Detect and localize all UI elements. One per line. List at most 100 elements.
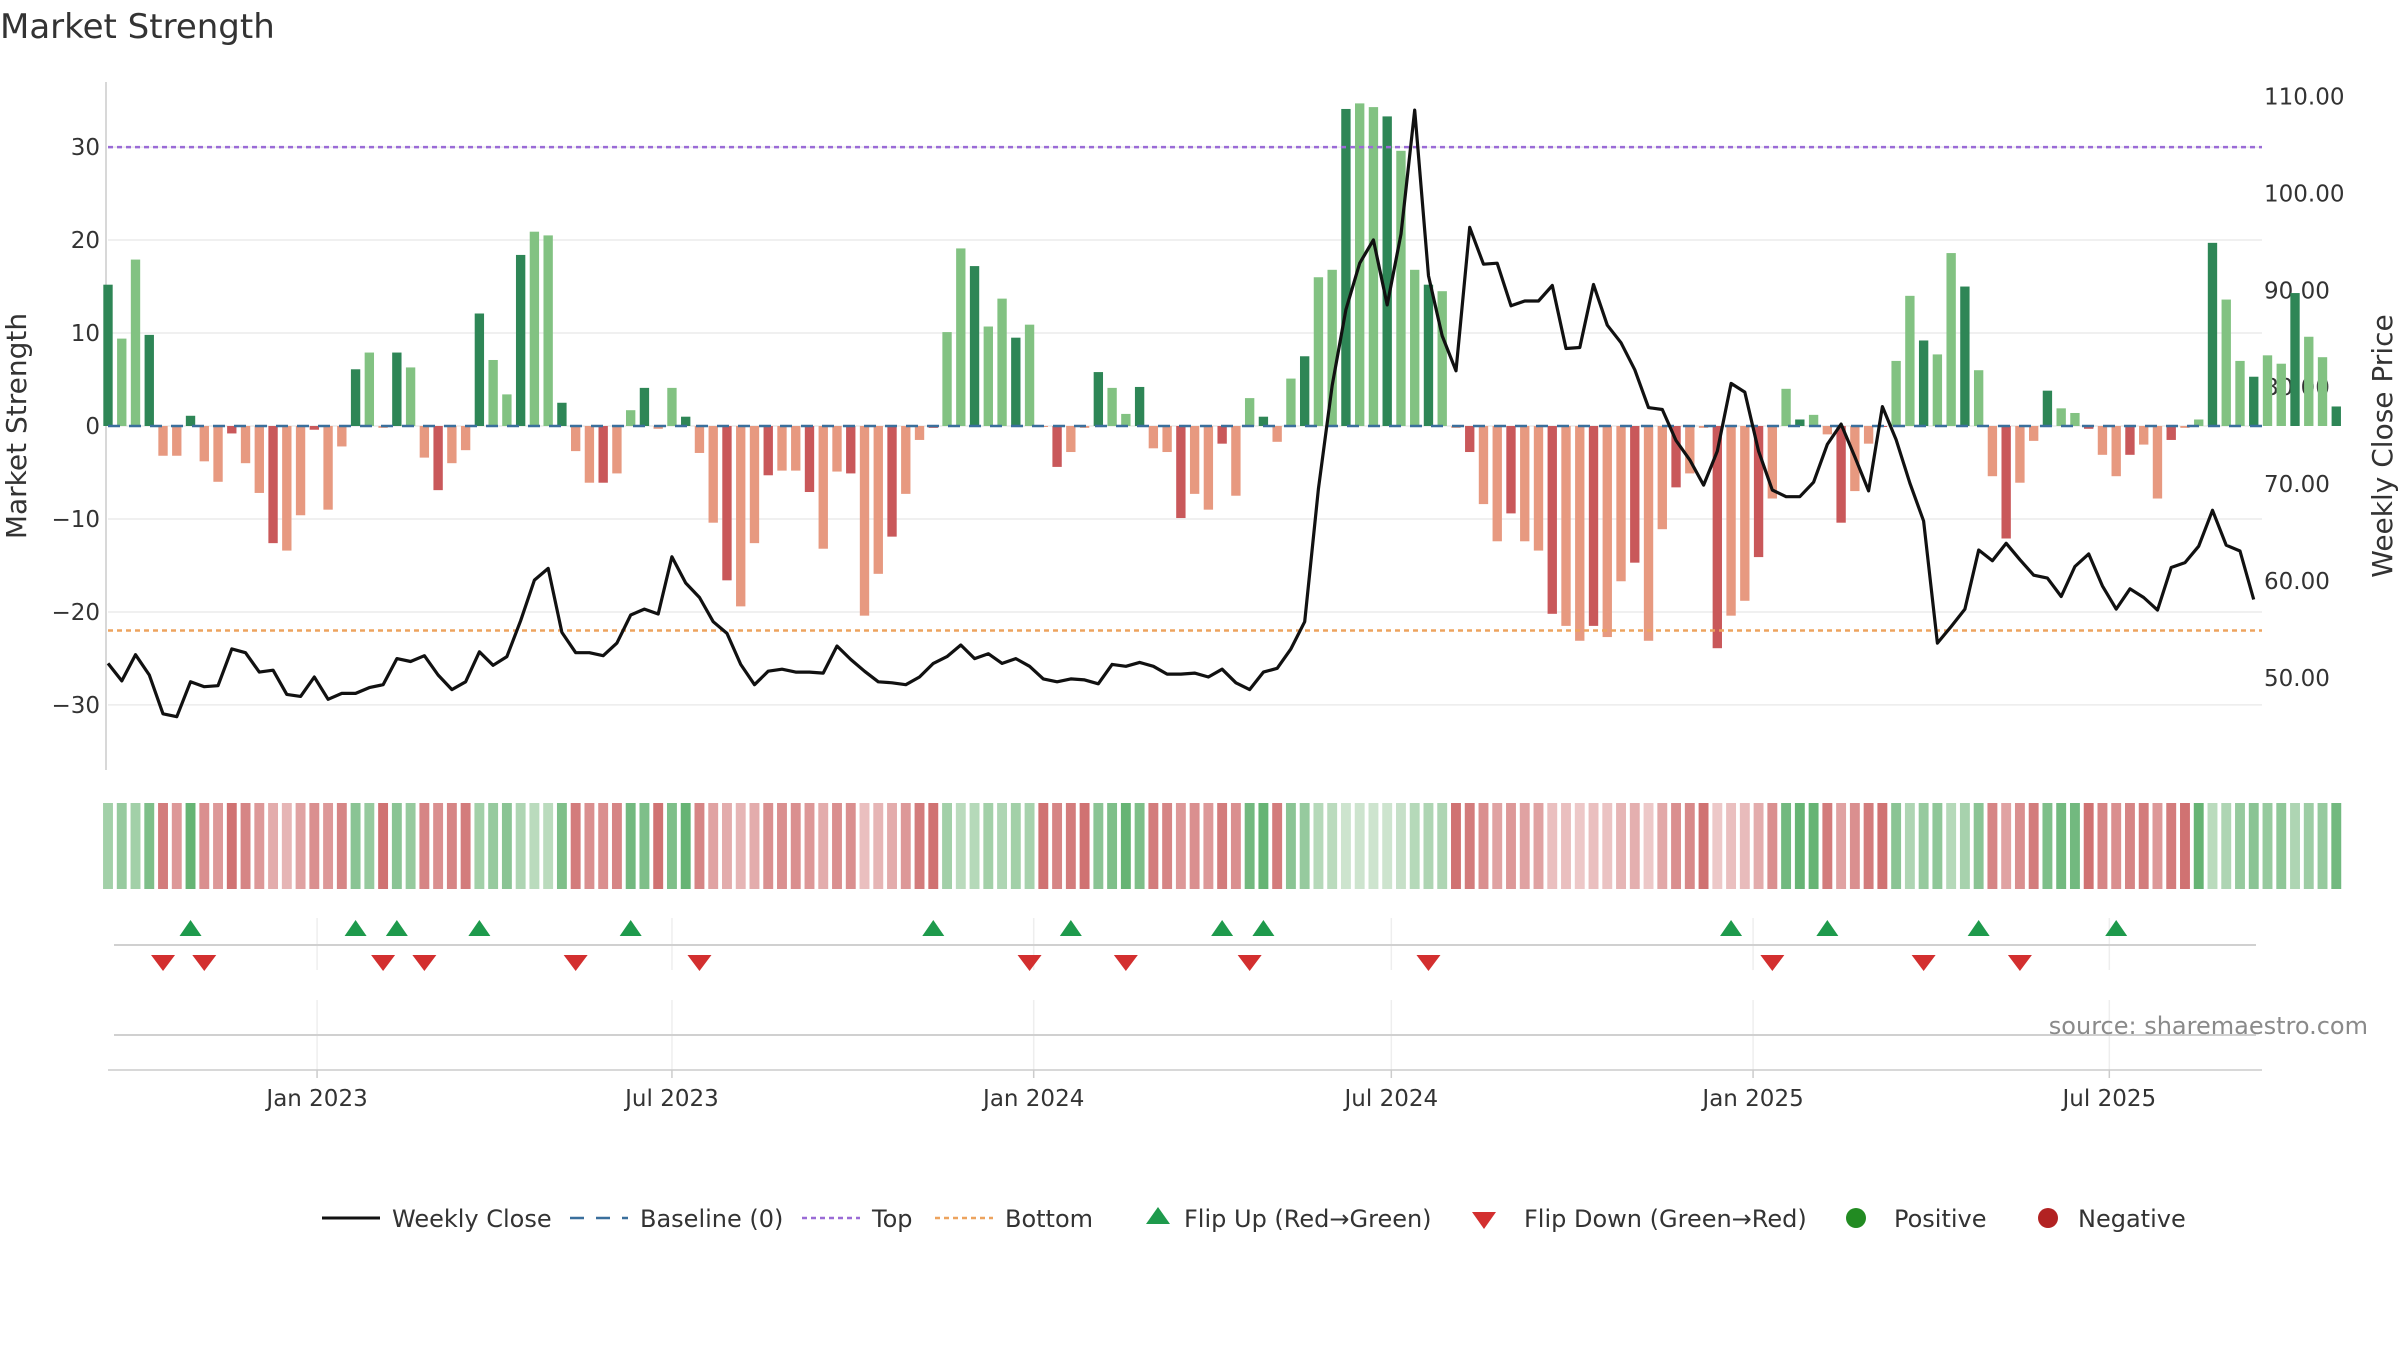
heat-strip-cell (1698, 803, 1709, 889)
heat-strip-cell (2056, 803, 2067, 889)
heat-strip-cell (1629, 803, 1640, 889)
strength-bar (529, 231, 540, 426)
strength-bar (1341, 108, 1351, 427)
heat-strip-cell (1767, 803, 1778, 889)
heat-strip-cell (2083, 803, 2094, 889)
heat-strip-cell (1519, 803, 1530, 889)
legend-label-flip-down: Flip Down (Green→Red) (1524, 1205, 1807, 1233)
strength-bar (777, 426, 787, 471)
strength-bar (1795, 419, 1805, 426)
heat-strip-cell (1492, 803, 1503, 889)
flip-down-marker (1416, 955, 1441, 971)
strength-bar (2097, 426, 2108, 455)
flip-down-marker (192, 955, 217, 971)
heat-strip-cell (144, 803, 155, 889)
heat-strip-cell (1134, 803, 1145, 889)
legend-label-top: Top (871, 1205, 913, 1233)
y-tick-label: 20 (71, 228, 100, 254)
heat-strip-cell (900, 803, 911, 889)
heat-strip-cell (433, 803, 444, 889)
strength-bar (1533, 426, 1544, 551)
heat-strip-cell (625, 803, 636, 889)
heat-strip-cell (2276, 803, 2287, 889)
strength-bar (1726, 426, 1736, 616)
heat-strip-cell (1437, 803, 1448, 889)
strength-bar (887, 426, 897, 537)
strength-bar (2207, 242, 2218, 426)
heat-strip-cell (1024, 803, 1035, 889)
strength-bar (1891, 360, 1901, 426)
strength-bar (2304, 336, 2314, 426)
strength-bar (268, 426, 278, 544)
heat-strip-cell (2317, 803, 2328, 889)
heat-strip-cell (1794, 803, 1805, 889)
heat-strip-cell (777, 803, 787, 889)
strength-bar (1272, 426, 1282, 442)
chart-title: Market Strength (0, 7, 275, 47)
strength-bar (1410, 269, 1420, 426)
heat-strip-cell (378, 803, 389, 889)
heat-strip-cell (1189, 803, 1200, 889)
strength-bar (1368, 107, 1379, 427)
strength-bar (1946, 253, 1956, 426)
heat-strip-cell (2303, 803, 2314, 889)
flip-down-marker (1017, 955, 1042, 971)
heat-strip-cell (268, 803, 279, 889)
strength-bar (2166, 426, 2176, 440)
heat-strip-cell (1230, 803, 1241, 889)
heat-strip-cell (2207, 803, 2218, 889)
strength-bar (337, 426, 347, 447)
heat-strip-cell (323, 803, 334, 889)
heat-strip-cell (1340, 803, 1351, 889)
flip-up-marker (1816, 920, 1839, 936)
heat-strip-cell (103, 803, 113, 889)
heat-strip-cell (2331, 803, 2342, 889)
strength-bar (708, 426, 718, 523)
strength-bar (295, 426, 306, 516)
strength-bar (515, 254, 526, 426)
heat-strip-cell (1712, 803, 1723, 889)
heat-strip-cell (2221, 803, 2232, 889)
heat-strip-cell (1643, 803, 1654, 889)
legend-flip-down-swatch (1472, 1212, 1496, 1229)
heat-strip-cell (130, 803, 141, 889)
heat-strip-cell (281, 803, 292, 889)
heat-strip-cell (1162, 803, 1173, 889)
heat-strip-cell (391, 803, 402, 889)
flip-down-marker (1760, 955, 1785, 971)
legend-label-bottom: Bottom (1005, 1205, 1093, 1233)
flip-up-marker (922, 920, 945, 936)
heat-strip-cell (254, 803, 265, 889)
strength-bar (873, 426, 883, 574)
strength-bar (626, 410, 636, 426)
heat-strip-cell (474, 803, 485, 889)
strength-bar (667, 387, 677, 426)
strength-bar (2084, 426, 2094, 429)
strength-bar (144, 334, 154, 426)
strength-bar (2015, 426, 2025, 483)
heat-strip-cell (2042, 803, 2053, 889)
strength-bar (1905, 295, 1915, 426)
strength-bar (433, 426, 443, 491)
strength-bar (1506, 426, 1516, 514)
strength-bar (2111, 426, 2121, 477)
heat-strip-cell (1203, 803, 1214, 889)
y2-tick-label: 50.00 (2264, 666, 2330, 692)
strength-bar (2152, 426, 2163, 499)
strength-bar (1808, 414, 1819, 426)
heat-strip-cell (1932, 803, 1943, 889)
strength-bar (1547, 426, 1557, 614)
heat-strip-cell (2138, 803, 2149, 889)
strength-bar (2317, 357, 2328, 426)
heat-strip-cell (1217, 803, 1228, 889)
heat-strip-cell (584, 803, 595, 889)
x-tick-label: Jul 2023 (623, 1086, 719, 1112)
strength-bar (1520, 426, 1530, 542)
heat-strip-cell (199, 803, 210, 889)
heat-strip-cell (1244, 803, 1255, 889)
x-tick-label: Jul 2025 (2061, 1086, 2157, 1112)
strength-bar (1932, 354, 1943, 426)
flip-down-marker (1237, 955, 1262, 971)
heat-strip-cell (983, 803, 994, 889)
